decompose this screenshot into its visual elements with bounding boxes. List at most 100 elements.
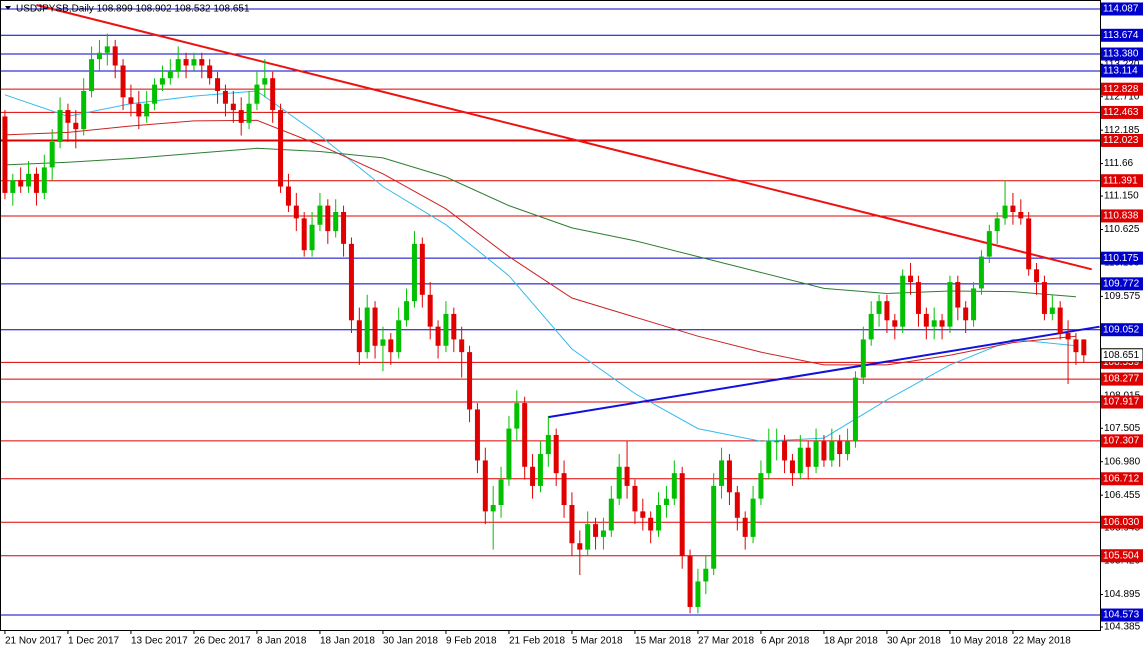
candle-body — [10, 180, 16, 193]
candle-body — [396, 320, 402, 353]
candle-body — [317, 205, 323, 225]
level-label: 110.838 — [1103, 211, 1139, 222]
level-label: 113.380 — [1103, 49, 1139, 60]
candle-body — [144, 103, 150, 117]
candle-body — [695, 581, 701, 607]
level-box — [1101, 395, 1143, 409]
level-box — [1101, 434, 1143, 448]
candle-body — [766, 441, 772, 474]
y-tick-label: 112.710 — [1104, 91, 1140, 102]
candle-body — [703, 568, 709, 582]
level-box — [1101, 2, 1143, 16]
x-tick-label: 22 May 2018 — [1013, 636, 1071, 647]
candle-body — [33, 173, 39, 193]
menu-arrow[interactable] — [5, 6, 11, 10]
plot-frame — [0, 0, 1101, 631]
level-box — [1101, 549, 1143, 563]
x-tick-label: 15 Mar 2018 — [635, 636, 692, 647]
candle-body — [545, 434, 551, 455]
candle-body — [900, 275, 906, 327]
candle-body — [876, 301, 882, 314]
candle-body — [569, 505, 575, 544]
candle-body — [726, 460, 732, 493]
x-tick-label: 5 Mar 2018 — [572, 636, 623, 647]
y-tick-label: 106.980 — [1104, 456, 1141, 467]
candle-body — [585, 524, 591, 550]
candle-body — [372, 307, 378, 346]
candle-body — [1041, 282, 1047, 314]
level-box — [1101, 105, 1143, 119]
level-label: 107.307 — [1103, 436, 1140, 447]
trend-line — [36, 4, 1092, 271]
candle-body — [262, 78, 268, 85]
candle-body — [719, 460, 725, 486]
level-label: 106.030 — [1103, 517, 1140, 528]
candle-body — [514, 403, 520, 429]
candle-body — [852, 377, 858, 442]
level-box — [1101, 323, 1143, 337]
candle-body — [947, 282, 953, 327]
candle-body — [136, 103, 142, 117]
level-label: 111.391 — [1103, 175, 1138, 186]
level-label: 109.052 — [1103, 324, 1140, 335]
candle-body — [89, 59, 95, 91]
candle-body — [18, 180, 24, 187]
candle-body — [152, 84, 158, 104]
level-box — [1101, 82, 1143, 96]
candle-body — [1073, 339, 1079, 353]
candle-body — [459, 339, 465, 353]
candle-body — [128, 97, 134, 104]
x-tick-label: 30 Jan 2018 — [383, 636, 438, 647]
candle-body — [427, 294, 433, 327]
level-label: 104.573 — [1103, 610, 1140, 621]
candle-body — [96, 52, 102, 60]
candle-body — [829, 441, 835, 461]
x-tick-label: 18 Apr 2018 — [824, 636, 878, 647]
current-price-label: 108.651 — [1103, 350, 1140, 361]
candle-body — [506, 428, 512, 480]
candle-body — [490, 505, 496, 512]
candle-body — [175, 59, 181, 72]
candle-body — [632, 485, 638, 512]
x-tick-label: 21 Feb 2018 — [509, 636, 566, 647]
candle-body — [341, 211, 347, 244]
level-label: 106.712 — [1103, 473, 1140, 484]
candle-body — [774, 441, 780, 443]
level-label: 112.463 — [1103, 107, 1139, 118]
candle-body — [270, 78, 276, 111]
candle-body — [1018, 211, 1024, 219]
candle-body — [104, 46, 110, 53]
level-label: 108.539 — [1103, 357, 1140, 368]
x-tick-label: 26 Dec 2017 — [194, 636, 251, 647]
candle-body — [758, 473, 764, 499]
candle-body — [837, 441, 843, 455]
candle-body — [939, 320, 945, 327]
candle-body — [435, 326, 441, 346]
candle-body — [821, 441, 827, 461]
candle-body — [908, 275, 914, 283]
level-label: 109.772 — [1103, 278, 1140, 289]
level-box — [1101, 209, 1143, 223]
candle-body — [553, 434, 559, 474]
candle-body — [561, 473, 567, 506]
candle-body — [81, 90, 87, 130]
candle-body — [742, 517, 748, 537]
candle-body — [1002, 205, 1008, 219]
candle-body — [26, 173, 32, 187]
x-tick-label: 18 Jan 2018 — [320, 636, 375, 647]
candle-body — [663, 498, 669, 506]
candle-body — [120, 65, 126, 98]
candle-body — [1065, 333, 1071, 340]
candle-body — [734, 492, 740, 518]
candle-body — [215, 78, 221, 91]
candle-body — [892, 320, 898, 327]
level-box — [1101, 64, 1143, 78]
x-tick-label: 30 Apr 2018 — [887, 636, 941, 647]
candle-body — [65, 110, 71, 123]
candle-body — [750, 498, 756, 537]
candle-body — [530, 466, 536, 486]
candle-body — [577, 543, 583, 550]
candle-body — [222, 90, 228, 104]
candle-body — [159, 78, 165, 85]
candle-body — [309, 224, 315, 251]
